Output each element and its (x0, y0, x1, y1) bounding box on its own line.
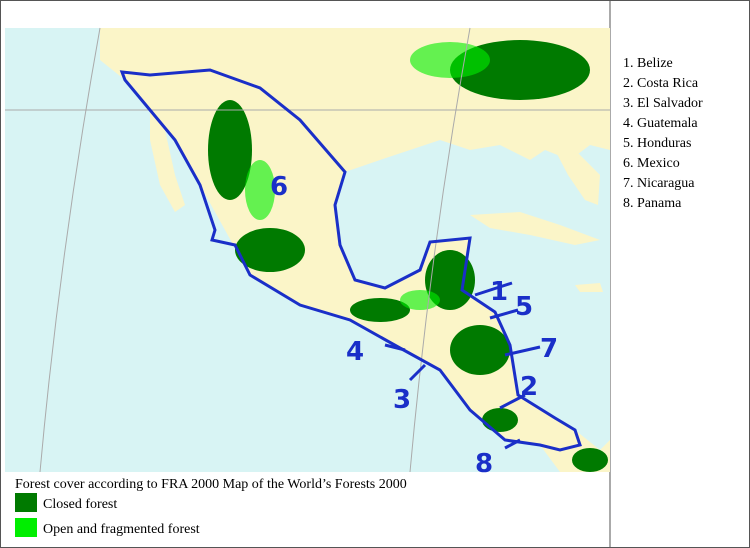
country-item: 8. Panama (623, 196, 682, 211)
forest-open (245, 42, 490, 310)
map-label: 6 (270, 172, 288, 202)
country-item: 4. Guatemala (623, 116, 698, 131)
legend: Closed forest Open and fragmented forest (15, 493, 200, 537)
country-item: 5. Honduras (623, 136, 691, 151)
map-label: 8 (475, 449, 493, 479)
country-item: 1. Belize (623, 56, 673, 71)
legend-label: Closed forest (43, 497, 117, 512)
legend-label: Open and fragmented forest (43, 522, 200, 537)
leader-lines (384, 281, 541, 450)
legend-swatch (15, 493, 37, 512)
country-list: 1. Belize 2. Costa Rica 3. El Salvador 4. G… (623, 56, 703, 211)
country-item: 7. Nicaragua (623, 176, 695, 191)
legend-swatch (15, 518, 37, 537)
country-item: 6. Mexico (623, 156, 680, 171)
map-label: 5 (515, 292, 533, 322)
jamaica (575, 283, 603, 292)
cuba (470, 212, 600, 245)
map: 1 2 3 4 5 6 7 8 (5, 27, 610, 479)
country-item: 2. Costa Rica (623, 76, 699, 91)
region-outline (119, 68, 582, 452)
florida (555, 150, 600, 205)
map-label: 2 (520, 372, 538, 402)
map-label: 1 (490, 277, 508, 307)
legend-title: Forest cover according to FRA 2000 Map o… (15, 477, 407, 492)
map-label: 7 (540, 334, 558, 364)
map-label: 4 (346, 337, 364, 367)
country-item: 3. El Salvador (623, 96, 703, 111)
map-label: 3 (393, 385, 411, 415)
graticule (39, 27, 471, 473)
